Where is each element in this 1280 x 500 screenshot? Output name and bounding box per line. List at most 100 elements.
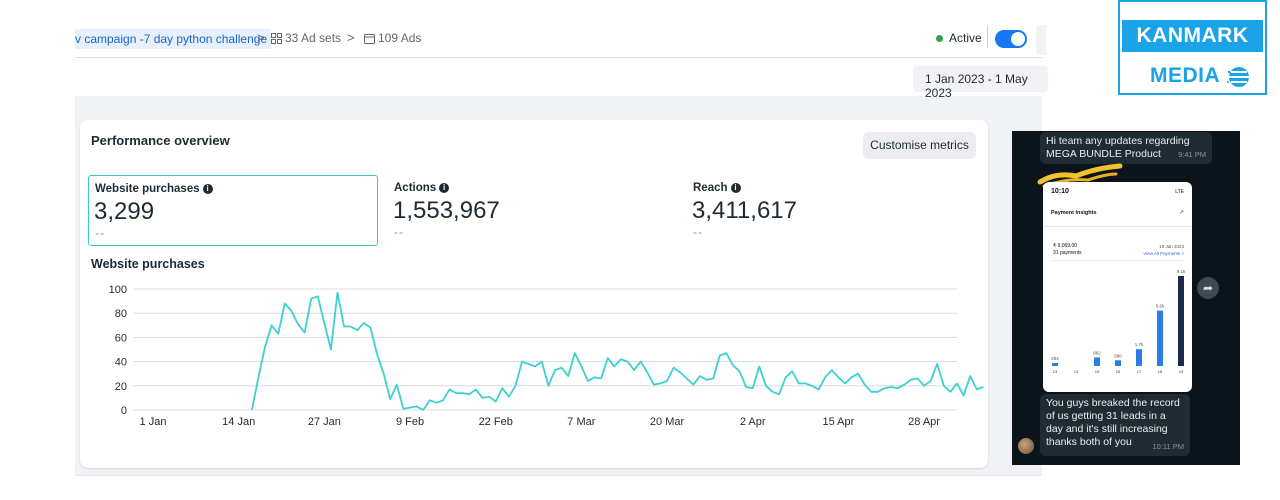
metric-reach[interactable]: Reach i 3,411,617 --: [687, 175, 977, 246]
bar-label: 294: [1051, 356, 1059, 361]
date-bar: 1 Jan 2023 - 1 May 2023: [75, 58, 1048, 100]
logo-text-top: KANMARK: [1122, 20, 1263, 52]
ad-sets-label: 33 Ad sets: [285, 31, 342, 45]
payment-bar: [1052, 363, 1058, 366]
chat-bubble: You guys breaked the record of us gettin…: [1040, 394, 1190, 456]
bar-day-label: 17: [1137, 369, 1142, 374]
grid-icon: [271, 32, 282, 44]
metric-value: 1,553,967: [393, 197, 500, 224]
info-icon[interactable]: i: [439, 183, 450, 193]
phone-status: LTE: [1175, 189, 1184, 195]
x-tick-label: 20 Mar: [650, 416, 685, 428]
y-tick-label: 60: [115, 332, 127, 344]
bar-day-label: 14: [1074, 369, 1079, 374]
metric-label: Actions i: [394, 182, 450, 194]
info-icon[interactable]: i: [730, 183, 741, 193]
metric-delta: --: [693, 225, 703, 239]
status-label: Active: [949, 31, 982, 45]
bar-day-label: 18: [1158, 369, 1163, 374]
status-toggle[interactable]: [995, 30, 1027, 48]
payment-bar: [1178, 276, 1184, 366]
y-tick-label: 20: [115, 381, 127, 393]
campaign-status: Active: [936, 31, 982, 45]
toggle-knob: [1011, 32, 1025, 46]
customise-metrics-button[interactable]: Customise metrics: [863, 132, 976, 159]
more-options-button[interactable]: [1036, 25, 1046, 55]
breadcrumb-separator: >: [347, 30, 355, 45]
kanmark-logo: KANMARK MEDIA: [1118, 0, 1267, 95]
date-value: 19 Jan 2023: [1159, 244, 1184, 249]
ads-label: 109 Ads: [378, 31, 422, 45]
metric-website-purchases[interactable]: Website purchases i 3,299 --: [88, 175, 378, 246]
bar-label: 1.7k: [1135, 342, 1144, 347]
amount-value: ₹ 9,069.00: [1053, 243, 1078, 249]
info-icon[interactable]: i: [202, 184, 213, 194]
y-tick-label: 40: [115, 357, 127, 369]
breadcrumb-campaign[interactable]: v campaign -7 day python challenge: [75, 29, 272, 49]
metric-delta: --: [394, 225, 404, 239]
metric-value: 3,411,617: [692, 197, 797, 224]
y-tick-label: 100: [109, 284, 127, 296]
divider: [1051, 260, 1184, 261]
bar-day-label: 15: [1095, 369, 1100, 374]
x-tick-label: 27 Jan: [308, 416, 341, 428]
share-icon: ↗: [1178, 210, 1184, 216]
chat-time: 10:11 PM: [1152, 442, 1184, 451]
metric-label: Reach i: [693, 182, 741, 194]
breadcrumb-ad-sets[interactable]: 33 Ad sets: [271, 31, 341, 45]
bar-day-label: 16: [1116, 369, 1121, 374]
breadcrumb-ads[interactable]: 109 Ads: [364, 31, 421, 45]
view-all-link: View All Payments >: [1143, 251, 1184, 256]
metric-label: Website purchases i: [95, 183, 213, 195]
logo-mark-icon: [1227, 67, 1249, 87]
website-purchases-chart: 0 20 40 60 80 100 1 Jan 14 Jan 27 Jan 9 Feb 22 Feb…: [109, 284, 984, 428]
x-tick-label: 1 Jan: [140, 416, 167, 428]
bar-label: 9.1k: [1177, 269, 1186, 274]
card-title: Performance overview: [91, 133, 230, 148]
avatar: [1018, 438, 1034, 454]
chat-time: 9:41 PM: [1178, 150, 1206, 159]
metric-label-text: Actions: [394, 182, 437, 194]
payments-bar-chart: 294 13 14 862 15 580 16 1.7k 17 5.6k 18 9.1k 19: [1051, 269, 1186, 374]
chat-bubble: Hi team any updates regarding MEGA BUNDL…: [1040, 132, 1212, 164]
divider: [987, 26, 988, 48]
ad-card-icon: [364, 33, 375, 44]
x-tick-label: 2 Apr: [740, 416, 766, 428]
payment-date: 19 Jan 2023 View All Payments >: [1143, 243, 1184, 257]
series-line: [251, 291, 984, 411]
payment-insights-screenshot: 10:10 LTE Payment Insights ↗ ₹ 9,069.00 …: [1043, 182, 1192, 392]
metric-label-text: Website purchases: [95, 183, 200, 195]
payment-amount: ₹ 9,069.00 31 payments: [1053, 243, 1082, 257]
bar-label: 5.6k: [1156, 304, 1165, 309]
payments-count: 31 payments: [1053, 250, 1082, 256]
payment-bar: [1157, 310, 1163, 366]
metric-actions[interactable]: Actions i 1,553,967 --: [388, 175, 678, 246]
x-tick-label: 7 Mar: [567, 416, 595, 428]
x-tick-label: 22 Feb: [479, 416, 513, 428]
y-tick-label: 80: [115, 308, 127, 320]
divider: [1043, 226, 1192, 227]
forward-icon: ➦: [1197, 277, 1219, 299]
metric-value: 3,299: [94, 198, 155, 225]
x-tick-label: 15 Apr: [822, 416, 854, 428]
bar-day-label: 19: [1179, 369, 1184, 374]
metric-delta: --: [95, 226, 105, 240]
payment-bar: [1136, 349, 1142, 366]
x-tick-label: 14 Jan: [222, 416, 255, 428]
bar-label: 580: [1114, 353, 1122, 358]
x-tick-label: 9 Feb: [396, 416, 424, 428]
status-dot: [936, 34, 943, 42]
phone-title: Payment Insights: [1051, 210, 1097, 216]
breadcrumb-separator: >: [257, 30, 265, 45]
payment-bar: [1094, 357, 1100, 366]
y-tick-label: 0: [121, 405, 127, 417]
date-range-button[interactable]: 1 Jan 2023 - 1 May 2023: [913, 66, 1048, 100]
performance-overview-card: Performance overview Customise metrics W…: [80, 120, 988, 468]
top-bar: v campaign -7 day python challenge > 33 …: [75, 0, 1046, 58]
bar-day-label: 13: [1053, 369, 1058, 374]
metric-label-text: Reach: [693, 182, 728, 194]
logo-text-bottom: MEDIA: [1150, 64, 1221, 87]
bar-label: 862: [1093, 350, 1101, 355]
ads-manager-panel: v campaign -7 day python challenge > 33 …: [75, 0, 1048, 475]
divider: [75, 475, 1042, 476]
